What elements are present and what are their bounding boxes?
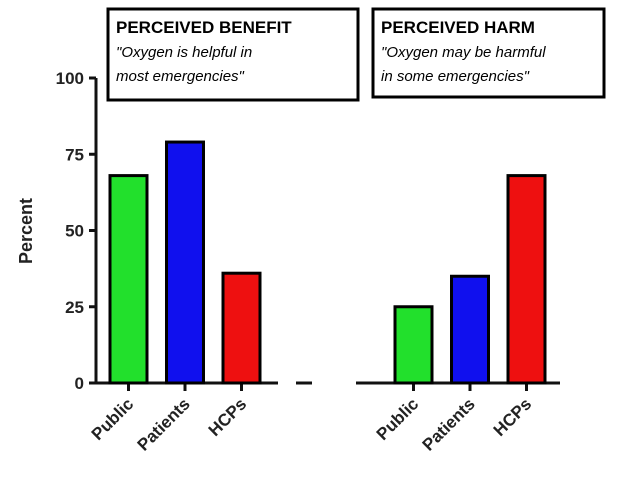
y-tick-label: 75	[65, 145, 84, 164]
bar-public	[108, 174, 149, 385]
y-tick-label: 0	[75, 374, 84, 393]
x-tick-label: Patients	[419, 394, 479, 454]
x-tick-label: HCPs	[205, 394, 251, 440]
bar-patients	[165, 140, 205, 385]
x-tick-label: Public	[88, 394, 138, 444]
y-tick-label: 100	[56, 69, 84, 88]
annotation-title: PERCEIVED HARM	[381, 18, 535, 37]
annotation-box	[106, 7, 360, 102]
x-tick-label: HCPs	[490, 394, 536, 440]
annotation-title: PERCEIVED BENEFIT	[116, 18, 292, 37]
y-tick-label: 50	[65, 222, 84, 241]
bar-hcps	[221, 271, 262, 385]
annotation-boxes: PERCEIVED BENEFIT "Oxygen is helpful in mo…	[106, 7, 606, 102]
annotation-quote: most emergencies"	[116, 68, 245, 85]
y-tick-label: 25	[65, 298, 84, 317]
annotation-box	[371, 7, 606, 99]
annotation-quote: "Oxygen is helpful in	[116, 44, 252, 61]
annotation-quote: "Oxygen may be harmful	[381, 44, 546, 61]
bar-public	[393, 305, 434, 385]
y-axis-label: Percent	[16, 198, 36, 264]
annotation-quote: in some emergencies"	[381, 68, 530, 85]
x-tick-label: Public	[373, 394, 423, 444]
x-tick-label: Patients	[134, 394, 194, 454]
bar-patients	[450, 274, 490, 385]
bars	[108, 140, 547, 385]
bar-hcps	[506, 174, 547, 385]
